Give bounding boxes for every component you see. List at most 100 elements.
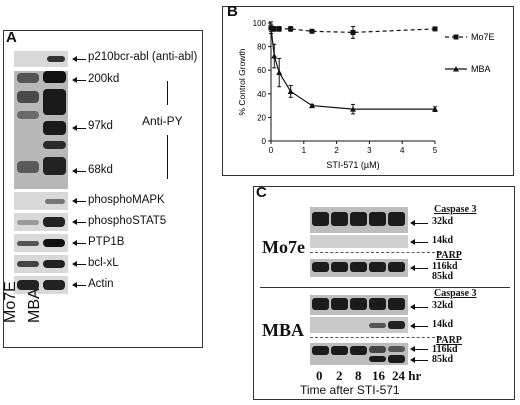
label-phosphomapk: phosphoMAPK: [88, 194, 165, 206]
label-68kd: 68kd: [88, 164, 113, 176]
arrow: [72, 282, 86, 288]
k14-label-2: 14kd: [432, 319, 454, 330]
label-97kd: 97kd: [88, 120, 113, 132]
x-axis-label: STI-571 (µM): [326, 160, 379, 170]
arrow: [410, 220, 428, 226]
growth-chart: 0 20 40 60 80 100 0 1 2 3 4 5 STI-571 (µM) % Control …: [237, 19, 495, 170]
time-label: 8: [355, 368, 362, 383]
panel-b: B 0 20 40 60 80 100 0 1 2 3 4 5 STI-571 (µM) % Contro…: [222, 3, 514, 176]
legend-marker: [453, 66, 459, 72]
data-point: [271, 53, 278, 59]
lane-label-mo7e: Mo7E: [2, 281, 19, 323]
panel-c: C Mo7e Caspase 3 32kd 14kd PARP 116kd 85…: [253, 184, 515, 400]
panel-a: A p210bcr-abl (anti-abl) 200kd 97kd: [2, 29, 203, 348]
arrow: [72, 198, 86, 204]
arrow: [72, 219, 86, 225]
blot-anti-py: [14, 71, 68, 189]
arrow: [72, 56, 86, 62]
arrow: [72, 77, 86, 83]
data-point: [268, 24, 274, 31]
band: [47, 56, 65, 62]
k32-label-2: 32kd: [432, 300, 454, 311]
legend-label: MBA: [471, 64, 491, 74]
panel-b-label: B: [227, 3, 238, 20]
time-label: 0: [316, 368, 323, 383]
y-tick-label: 60: [257, 66, 266, 75]
arrow: [72, 168, 86, 174]
k85-label-1: 85kd: [432, 271, 454, 282]
y-axis-label: % Control Growth: [237, 48, 247, 115]
x-tick-label: 4: [400, 146, 405, 155]
blot-mo7e-caspase-32: [310, 207, 408, 233]
divider: [310, 252, 440, 253]
time-label: 16: [372, 368, 385, 383]
blot-mo7e-parp: [310, 259, 408, 277]
data-point: [350, 106, 356, 112]
divider: [310, 337, 440, 338]
x-tick-label: 1: [302, 146, 307, 155]
time-caption: Time after STI-571: [300, 383, 400, 397]
label-bclxl: bcl-xL: [88, 257, 119, 269]
x-tick-label: 5: [433, 146, 438, 155]
time-label: 2: [336, 368, 343, 383]
arrow: [410, 323, 428, 329]
k85-label-2: 85kd: [432, 354, 454, 365]
blot-mba-parp: [310, 343, 408, 365]
time-label: 24 hr: [392, 368, 422, 383]
arrow: [72, 125, 86, 131]
panel-a-label: A: [6, 29, 17, 46]
blot-p210: [14, 51, 68, 67]
k14-label-1: 14kd: [432, 235, 454, 246]
blot-bclxl: [14, 255, 68, 273]
blot-mo7e-caspase-14: [310, 235, 408, 248]
x-tick-label: 2: [334, 146, 339, 155]
data-point: [350, 29, 356, 35]
section-divider: [260, 287, 510, 288]
caspase-label-2: Caspase 3: [434, 288, 477, 299]
anti-py-bracket: [167, 135, 168, 179]
arrow: [410, 304, 428, 310]
parp-label-2: PARP: [436, 335, 462, 346]
y-tick-label: 100: [253, 19, 267, 28]
blot-actin: [14, 276, 68, 294]
anti-py-bracket: [167, 81, 168, 105]
legend-marker: [453, 34, 459, 40]
lane-label-mba: MBA: [26, 288, 43, 323]
data-point: [276, 69, 283, 76]
panel-c-label: C: [256, 184, 267, 201]
blot-pstat5: [14, 213, 68, 231]
data-point: [432, 106, 438, 112]
data-point: [287, 88, 294, 94]
y-tick-label: 20: [257, 113, 266, 122]
blot-mba-caspase-32: [310, 295, 408, 315]
data-point: [432, 26, 438, 32]
mo7e-label: Mo7e: [262, 237, 305, 257]
data-point: [276, 26, 282, 32]
data-point: [309, 28, 315, 34]
label-200kd: 200kd: [88, 73, 120, 85]
x-tick-label: 3: [367, 146, 372, 155]
arrow: [410, 239, 428, 245]
blot-pmapk: [14, 192, 68, 210]
data-point: [288, 26, 294, 32]
label-actin: Actin: [88, 278, 114, 290]
legend-label: Mo7E: [471, 32, 495, 42]
arrow: [72, 240, 86, 246]
label-p210: p210bcr-abl (anti-abl): [88, 51, 198, 63]
caspase-label-1: Caspase 3: [434, 204, 477, 215]
label-phosphostat5: phosphoSTAT5: [88, 215, 167, 227]
anti-py-label: Anti-PY: [142, 114, 183, 128]
blot-ptp1b: [14, 234, 68, 252]
data-point: [271, 26, 277, 32]
arrow: [72, 261, 86, 267]
mba-label: MBA: [262, 320, 304, 340]
k116-label-2: 116kd: [432, 344, 458, 355]
arrow: [410, 265, 428, 271]
y-tick-label: 40: [257, 90, 266, 99]
series-line-mba: [270, 27, 435, 110]
arrow: [410, 357, 428, 363]
k32-label-1: 32kd: [432, 216, 454, 227]
label-ptp1b: PTP1B: [88, 236, 125, 248]
parp-label-1: PARP: [436, 250, 462, 261]
y-tick-label: 0: [262, 137, 267, 146]
